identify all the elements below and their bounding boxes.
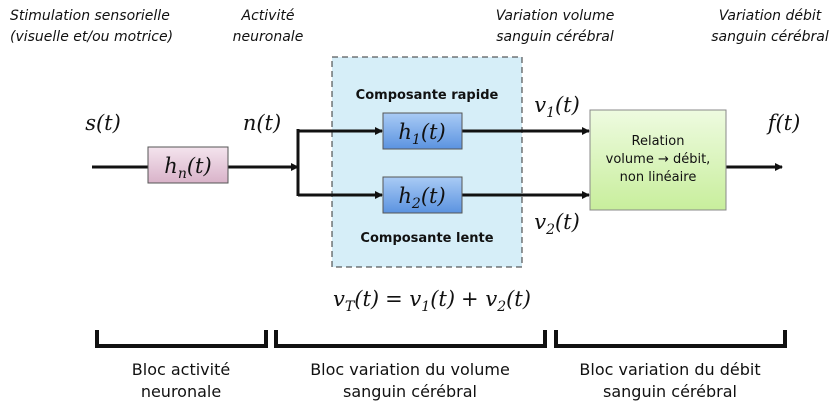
math-sub: 1 [421, 299, 430, 315]
math-sub: 2 [545, 222, 555, 238]
math-arg: (t) [187, 154, 212, 178]
h1-box [382, 112, 463, 150]
caption: (visuelle et/ou motrice) [10, 29, 173, 45]
caption: Relation [632, 134, 685, 149]
math-base: v [485, 287, 497, 311]
h2-box [382, 176, 463, 214]
caption: sanguin cérébral [711, 29, 829, 45]
bracket [274, 330, 547, 348]
caption: Activité [241, 8, 295, 24]
math-base: h [398, 184, 412, 208]
slow-label: Composante lente [360, 231, 493, 246]
caption: Bloc activité [132, 360, 230, 379]
math-arg: (t) [421, 184, 446, 208]
caption: non linéaire [620, 170, 697, 185]
math-sub: 1 [412, 132, 421, 148]
math-arg: (t) [354, 287, 379, 311]
plus: + [461, 287, 479, 311]
math-arg: (t) [775, 111, 800, 135]
math-base: v [534, 210, 546, 234]
bracket [554, 330, 787, 348]
math-arg: (t) [430, 287, 455, 311]
math-arg: (t) [256, 111, 281, 135]
math-base: s [85, 111, 96, 135]
math-base: f [766, 111, 779, 135]
relation-box [589, 109, 727, 211]
caption: sanguin cérébral [496, 29, 614, 45]
math-arg: (t) [555, 210, 580, 234]
math-sub: n [178, 166, 187, 182]
caption: Variation volume [496, 8, 615, 24]
math-base: v [409, 287, 421, 311]
math-sub: 2 [411, 196, 421, 212]
math-label: s(t) [85, 111, 121, 135]
equation: vT(t) = v1(t) + v2(t) [333, 287, 531, 315]
math-arg: (t) [96, 111, 121, 135]
fast-label: Composante rapide [356, 88, 499, 103]
equals: = [385, 287, 403, 311]
caption: volume → débit, [606, 152, 711, 167]
math-label: h2(t) [398, 184, 445, 212]
bracket [95, 330, 268, 348]
math-base: n [243, 111, 257, 135]
math-arg: (t) [506, 287, 531, 311]
caption: Stimulation sensorielle [10, 8, 170, 24]
math-sub: 1 [546, 105, 555, 121]
caption: neuronale [233, 29, 304, 45]
math-arg: (t) [555, 93, 580, 117]
math-base: h [398, 120, 412, 144]
math-label: hn(t) [164, 154, 211, 182]
caption: Variation débit [719, 8, 822, 24]
math-base: v [333, 287, 345, 311]
hn-box [147, 146, 229, 184]
math-label: v2(t) [534, 210, 580, 238]
math-base: v [534, 93, 546, 117]
math-sub: 2 [496, 299, 506, 315]
caption: neuronale [141, 382, 221, 401]
math-arg: (t) [421, 120, 446, 144]
caption: Bloc variation du débit [579, 360, 760, 379]
caption: sanguin cérébral [603, 382, 737, 401]
math-label: n(t) [243, 111, 281, 135]
math-base: h [164, 154, 178, 178]
dashed-group [331, 56, 523, 268]
math-label: h1(t) [398, 120, 445, 148]
math-label: v1(t) [534, 93, 580, 121]
math-sub: T [345, 299, 356, 315]
caption: Bloc variation du volume [310, 360, 510, 379]
caption: sanguin cérébral [343, 382, 477, 401]
math-label: f(t) [766, 111, 801, 135]
